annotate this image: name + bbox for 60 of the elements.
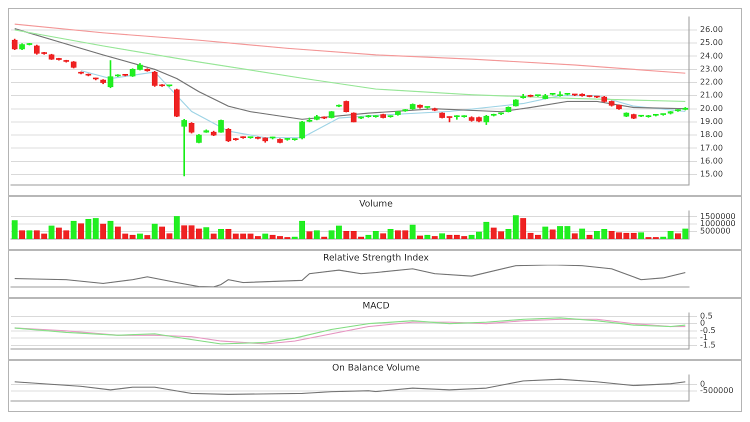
y-tick-label: 0 bbox=[700, 379, 706, 388]
bar bbox=[586, 234, 592, 239]
chart-title: Relative Strength Index bbox=[323, 254, 430, 264]
bar bbox=[424, 234, 430, 239]
bar bbox=[174, 216, 180, 239]
bar bbox=[410, 224, 416, 239]
bar bbox=[675, 233, 681, 239]
bar bbox=[550, 230, 556, 239]
bar bbox=[19, 230, 25, 239]
chart-title: MACD bbox=[362, 302, 390, 312]
bar bbox=[417, 236, 423, 239]
y-tick-label: -0.5 bbox=[700, 326, 716, 335]
bar bbox=[78, 223, 84, 239]
bar bbox=[210, 234, 217, 239]
bar bbox=[682, 228, 688, 239]
bar bbox=[26, 230, 32, 239]
chart-title: Volume bbox=[359, 200, 394, 210]
y-tick-label: 21.00 bbox=[700, 90, 723, 100]
y-tick-label: 15.00 bbox=[700, 170, 723, 179]
bar bbox=[572, 233, 578, 239]
bar bbox=[218, 229, 224, 239]
bar bbox=[12, 220, 18, 239]
bar bbox=[388, 229, 394, 239]
bar bbox=[306, 231, 312, 239]
y-tick-label: 18.00 bbox=[700, 130, 723, 140]
y-tick-label: 17.00 bbox=[700, 143, 723, 152]
y-tick-label: 22.00 bbox=[700, 78, 723, 87]
bar bbox=[432, 236, 438, 239]
bar bbox=[542, 226, 548, 239]
bar bbox=[380, 233, 386, 239]
candlestick bbox=[306, 118, 312, 122]
y-tick-label: 19.00 bbox=[700, 117, 723, 126]
bar bbox=[638, 232, 644, 239]
y-tick-label: -1.5 bbox=[700, 340, 716, 350]
bar bbox=[262, 234, 268, 239]
bar bbox=[439, 233, 446, 239]
y-tick-label: 16.00 bbox=[700, 156, 723, 166]
y-tick-label: 0 bbox=[700, 318, 706, 328]
y-tick-label: 1000000 bbox=[700, 219, 736, 228]
y-tick-label: 1500000 bbox=[700, 212, 736, 221]
bar bbox=[108, 220, 114, 239]
bar bbox=[48, 226, 54, 239]
bar bbox=[70, 220, 77, 239]
y-tick-label: 20.00 bbox=[700, 104, 723, 113]
y-tick-label: 23.00 bbox=[700, 64, 723, 74]
y-tick-label: -1 bbox=[700, 333, 708, 342]
bar bbox=[579, 228, 586, 239]
y-tick-label: 24.00 bbox=[700, 51, 723, 60]
bar bbox=[100, 224, 106, 239]
bar bbox=[314, 230, 320, 239]
y-tick-label: -500000 bbox=[700, 386, 734, 395]
y-tick-label: 0.5 bbox=[700, 312, 713, 320]
bar bbox=[152, 224, 158, 239]
y-tick-label: 500000 bbox=[700, 226, 731, 236]
y-tick-label: 25.00 bbox=[700, 38, 723, 48]
bar bbox=[203, 227, 210, 239]
chart-title: On Balance Volume bbox=[332, 364, 420, 374]
y-tick-label: 26.00 bbox=[700, 25, 723, 34]
bar bbox=[137, 234, 143, 239]
bar bbox=[144, 235, 150, 239]
